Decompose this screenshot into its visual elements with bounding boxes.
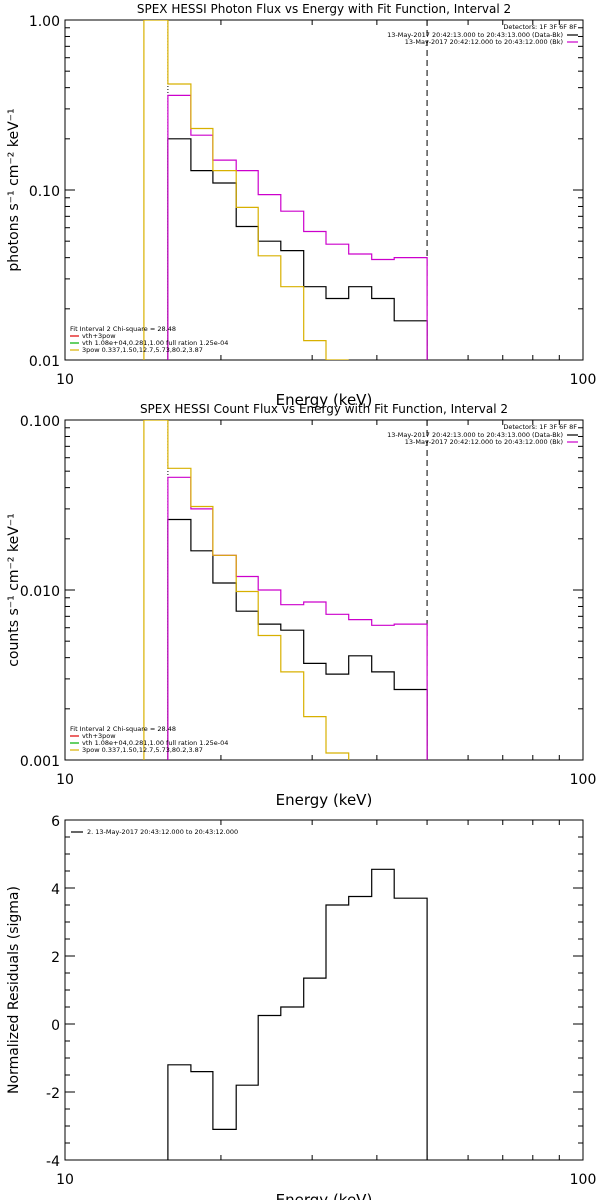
series-bk [167,94,428,360]
legend-entry: vth 1.08e+04,0.281,1.00 full ration 1.25… [82,339,228,347]
y-tick-label: 4 [51,882,60,898]
chart-panel-3: 10 100 Energy (keV) -4 -2 0 2 4 6 Normalized Resi… [6,814,596,1200]
data-layer [143,420,428,760]
y-tick-label: -2 [46,1086,60,1102]
legend-fit: Fit Interval 2 Chi-square = 28.48vth+3po… [70,325,228,354]
legend-header: Fit Interval 2 Chi-square = 28.48 [70,725,176,733]
series-data-bk [167,518,428,760]
x-axis-label: Energy (keV) [276,391,373,409]
y-tick-label: 0.10 [29,184,60,200]
chart-panel-2: SPEX HESSI Count Flux vs Energy with Fit… [6,402,596,809]
y-tick-label: 0.01 [29,354,60,370]
series-vth-3pow [143,420,350,760]
x-tick-label: 100 [570,372,597,388]
legend-entry: 2. 13-May-2017 20:43:12.000 to 20:43:12.… [87,828,238,836]
y-tick-label: 1.00 [29,14,60,30]
chart-title: SPEX HESSI Photon Flux vs Energy with Fi… [137,2,511,16]
legend-entry: 3pow 0.337,1.50,12.7,5.73,80.2,3.87 [82,346,203,354]
legend-entry: vth 1.08e+04,0.281,1.00 full ration 1.25… [82,739,228,747]
legend-entry: 13-May-2017 20:42:13.000 to 20:43:13.000… [387,431,563,439]
x-tick-label: 10 [56,372,74,388]
x-axis-label: Energy (keV) [276,1191,373,1200]
x-tick-label: 100 [570,772,597,788]
legend-entry: 13-May-2017 20:42:12.000 to 20:43:12.000… [405,438,563,446]
series-residuals [167,868,428,1160]
legend-entry: vth+3pow [82,732,116,740]
data-layer [167,868,428,1160]
legend-entry: vth+3pow [82,332,116,340]
legend-header: Detectors: 1F 3F 6F 8F [503,23,577,31]
y-tick-label: 2 [51,950,60,966]
y-axis-label: counts s⁻¹ cm⁻² keV⁻¹ [6,513,22,667]
legend-fit: Fit Interval 2 Chi-square = 28.48vth+3po… [70,725,228,754]
y-tick-label: 0 [51,1018,60,1034]
legend-entry: 3pow 0.337,1.50,12.7,5.73,80.2,3.87 [82,746,203,754]
x-tick-label: 100 [570,1172,597,1188]
y-tick-label: 0.001 [20,754,60,770]
x-axis-label: Energy (keV) [276,791,373,809]
plot-frame [64,419,584,761]
plot-frame [64,19,584,361]
series-bk [167,476,428,760]
y-axis-label: Normalized Residuals (sigma) [6,886,22,1094]
chart-title: SPEX HESSI Count Flux vs Energy with Fit… [140,402,508,416]
series-data-bk [167,138,428,360]
series-vth-3pow [143,20,349,360]
legend-residuals: 2. 13-May-2017 20:43:12.000 to 20:43:12.… [71,828,238,836]
x-tick-label: 10 [56,1172,74,1188]
y-tick-label: 0.010 [20,584,60,600]
legend-entry: 13-May-2017 20:42:12.000 to 20:43:12.000… [405,38,563,46]
y-axis-label: photons s⁻¹ cm⁻² keV⁻¹ [6,108,22,271]
legend-header: Detectors: 1F 3F 6F 8F [503,423,577,431]
data-layer [143,20,428,360]
y-tick-label: 0.100 [20,414,60,430]
legend-entry: 13-May-2017 20:42:13.000 to 20:43:13.000… [387,31,563,39]
plot-frame [64,819,584,1161]
chart-panel-1: SPEX HESSI Photon Flux vs Energy with Fi… [6,2,596,409]
y-tick-label: 6 [51,814,60,830]
y-tick-label: -4 [46,1154,60,1170]
x-tick-label: 10 [56,772,74,788]
legend-header: Fit Interval 2 Chi-square = 28.48 [70,325,176,333]
